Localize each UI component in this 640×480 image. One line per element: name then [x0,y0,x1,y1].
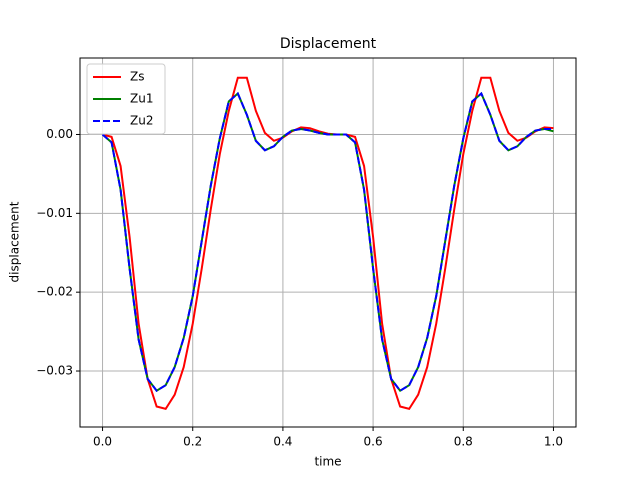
legend-label: Zu1 [130,92,153,106]
y-axis-label: displacement [8,201,22,282]
x-tick-label: 0.0 [93,435,112,449]
x-axis-label: time [314,455,341,469]
data-line [101,91,554,393]
x-tick-label: 0.4 [273,435,292,449]
chart-title: Displacement [280,36,377,52]
x-tick-label: 0.6 [364,435,383,449]
plot-frame [79,57,577,428]
y-tick-label: −0.02 [36,285,73,299]
x-tick-label: 0.2 [183,435,202,449]
x-tick-label: 1.0 [544,435,563,449]
legend-box [86,63,166,135]
legend-label: Zs [130,70,144,84]
y-tick-label: 0.00 [46,127,73,141]
y-tick-label: −0.01 [36,206,73,220]
y-tick-label: −0.03 [36,364,73,378]
legend-label: Zu2 [130,114,153,128]
x-tick-label: 0.8 [454,435,473,449]
